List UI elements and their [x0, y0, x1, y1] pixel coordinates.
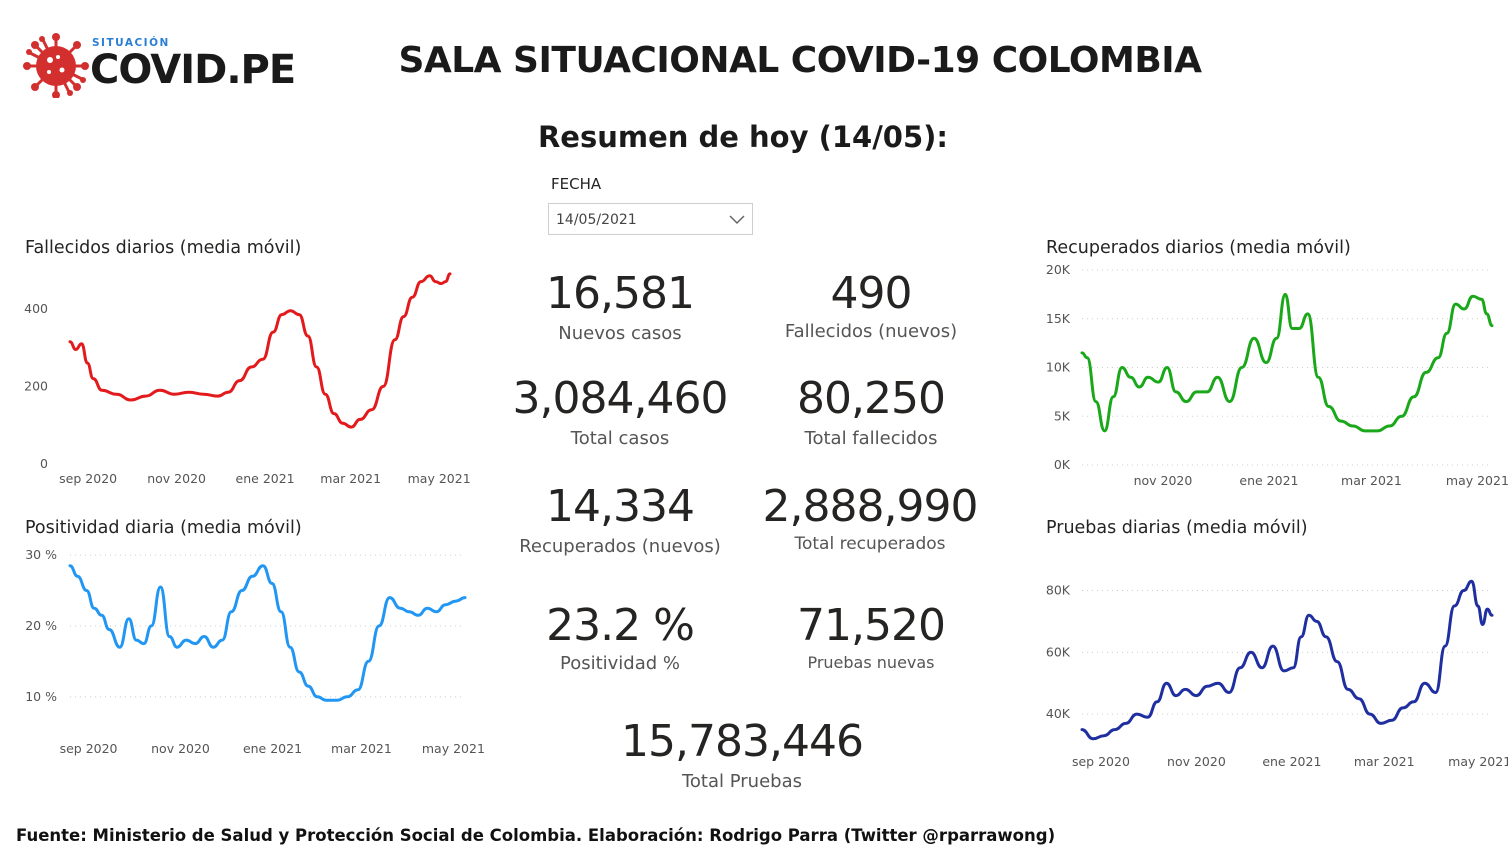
- kpi-label: Total Pruebas: [681, 771, 802, 792]
- kpi-label: Pruebas nuevas: [807, 653, 935, 672]
- fallecidos-y-tick-label: 200: [24, 378, 48, 393]
- recuperados-y-tick-label: 5K: [1054, 408, 1071, 423]
- fallecidos-x-tick-label: sep 2020: [59, 471, 117, 486]
- fallecidos-x-tick-label: may 2021: [408, 471, 471, 486]
- pruebas-chart-title: Pruebas diarias (media móvil): [1046, 518, 1308, 538]
- fecha-dropdown[interactable]: 14/05/2021: [548, 203, 753, 235]
- fallecidos-series-line: [68, 272, 452, 429]
- virus-icon: [23, 33, 89, 98]
- pruebas-y-tick-label: 60K: [1046, 644, 1071, 659]
- recuperados-x-tick-label: mar 2021: [1341, 473, 1402, 488]
- recuperados-chart-title: Recuperados diarios (media móvil): [1046, 238, 1351, 258]
- summary-subtitle: Resumen de hoy (14/05):: [537, 120, 949, 154]
- positividad-y-tick-label: 30 %: [25, 547, 57, 562]
- kpi-value: 80,250: [797, 373, 946, 424]
- fallecidos-chart-title: Fallecidos diarios (media móvil): [25, 238, 302, 258]
- kpi-value: 16,581: [546, 268, 695, 319]
- kpi-total-fallecidos: 80,250 Total fallecidos: [771, 373, 971, 449]
- recuperados-series-line: [1080, 292, 1494, 433]
- kpi-fallecidos-nuevos: 490 Fallecidos (nuevos): [771, 268, 971, 342]
- kpi-value: 490: [830, 268, 913, 319]
- kpi-value: 15,783,446: [621, 716, 864, 767]
- kpi-nuevos-casos: 16,581 Nuevos casos: [520, 268, 720, 344]
- kpi-value: 2,888,990: [762, 481, 979, 532]
- fallecidos-y-tick-label: 0: [40, 456, 48, 471]
- fecha-value: 14/05/2021: [556, 212, 637, 228]
- recuperados-x-tick-label: nov 2020: [1134, 473, 1193, 488]
- recuperados-y-tick-label: 15K: [1046, 311, 1071, 326]
- positividad-series-line: [68, 564, 467, 702]
- recuperados-x-tick-label: may 2021: [1446, 473, 1508, 488]
- source-footer: Fuente: Ministerio de Salud y Protección…: [16, 826, 1056, 845]
- pruebas-x-tick-label: sep 2020: [1072, 754, 1130, 769]
- kpi-label: Total recuperados: [794, 534, 946, 554]
- kpi-positividad: 23.2 % Positividad %: [520, 600, 720, 674]
- positividad-x-tick-label: mar 2021: [331, 741, 392, 756]
- positividad-x-tick-label: ene 2021: [243, 741, 302, 756]
- kpi-label: Nuevos casos: [558, 323, 682, 344]
- logo-small-text: SITUACIÓN: [92, 37, 170, 49]
- fecha-label: FECHA: [551, 175, 602, 193]
- pruebas-series-line: [1080, 579, 1494, 741]
- positividad-x-tick-label: nov 2020: [151, 741, 210, 756]
- recuperados-y-tick-label: 20K: [1046, 262, 1071, 277]
- pruebas-x-tick-label: may 2021: [1448, 754, 1508, 769]
- page-title: SALA SITUACIONAL COVID-19 COLOMBIA: [398, 40, 1202, 81]
- positividad-y-tick-label: 20 %: [25, 618, 57, 633]
- pruebas-y-tick-label: 80K: [1046, 583, 1071, 598]
- covid-pe-logo: SITUACIÓN COVID.PE: [22, 24, 296, 100]
- kpi-label: Total fallecidos: [804, 428, 938, 449]
- pruebas-x-tick-label: mar 2021: [1354, 754, 1415, 769]
- fallecidos-x-tick-label: nov 2020: [147, 471, 206, 486]
- fallecidos-y-tick-label: 400: [24, 301, 48, 316]
- kpi-total-casos: 3,084,460 Total casos: [500, 373, 740, 449]
- recuperados-x-tick-label: ene 2021: [1239, 473, 1298, 488]
- kpi-recuperados-nuevos: 14,334 Recuperados (nuevos): [500, 481, 740, 557]
- logo-main-text: COVID.PE: [90, 47, 296, 93]
- kpi-label: Positividad %: [559, 653, 681, 674]
- kpi-total-recuperados: 2,888,990 Total recuperados: [745, 481, 995, 554]
- positividad-chart-title: Positividad diaria (media móvil): [25, 518, 302, 538]
- kpi-value: 14,334: [546, 481, 695, 532]
- kpi-total-pruebas: 15,783,446 Total Pruebas: [612, 716, 872, 792]
- kpi-label: Fallecidos (nuevos): [784, 321, 958, 342]
- fallecidos-x-tick-label: ene 2021: [236, 471, 295, 486]
- kpi-value: 23.2 %: [546, 600, 695, 651]
- kpi-label: Recuperados (nuevos): [519, 536, 721, 557]
- recuperados-y-tick-label: 0K: [1054, 457, 1071, 472]
- recuperados-y-tick-label: 10K: [1046, 360, 1071, 375]
- pruebas-x-tick-label: nov 2020: [1167, 754, 1226, 769]
- positividad-y-tick-label: 10 %: [25, 689, 57, 704]
- positividad-x-tick-label: may 2021: [422, 741, 485, 756]
- kpi-label: Total casos: [570, 428, 670, 449]
- fallecidos-x-tick-label: mar 2021: [320, 471, 381, 486]
- kpi-value: 71,520: [797, 600, 946, 651]
- kpi-pruebas-nuevas: 71,520 Pruebas nuevas: [771, 600, 971, 672]
- kpi-value: 3,084,460: [512, 373, 729, 424]
- pruebas-y-tick-label: 40K: [1046, 706, 1071, 721]
- chevron-down-icon: [729, 215, 745, 225]
- positividad-x-tick-label: sep 2020: [60, 741, 118, 756]
- pruebas-x-tick-label: ene 2021: [1262, 754, 1321, 769]
